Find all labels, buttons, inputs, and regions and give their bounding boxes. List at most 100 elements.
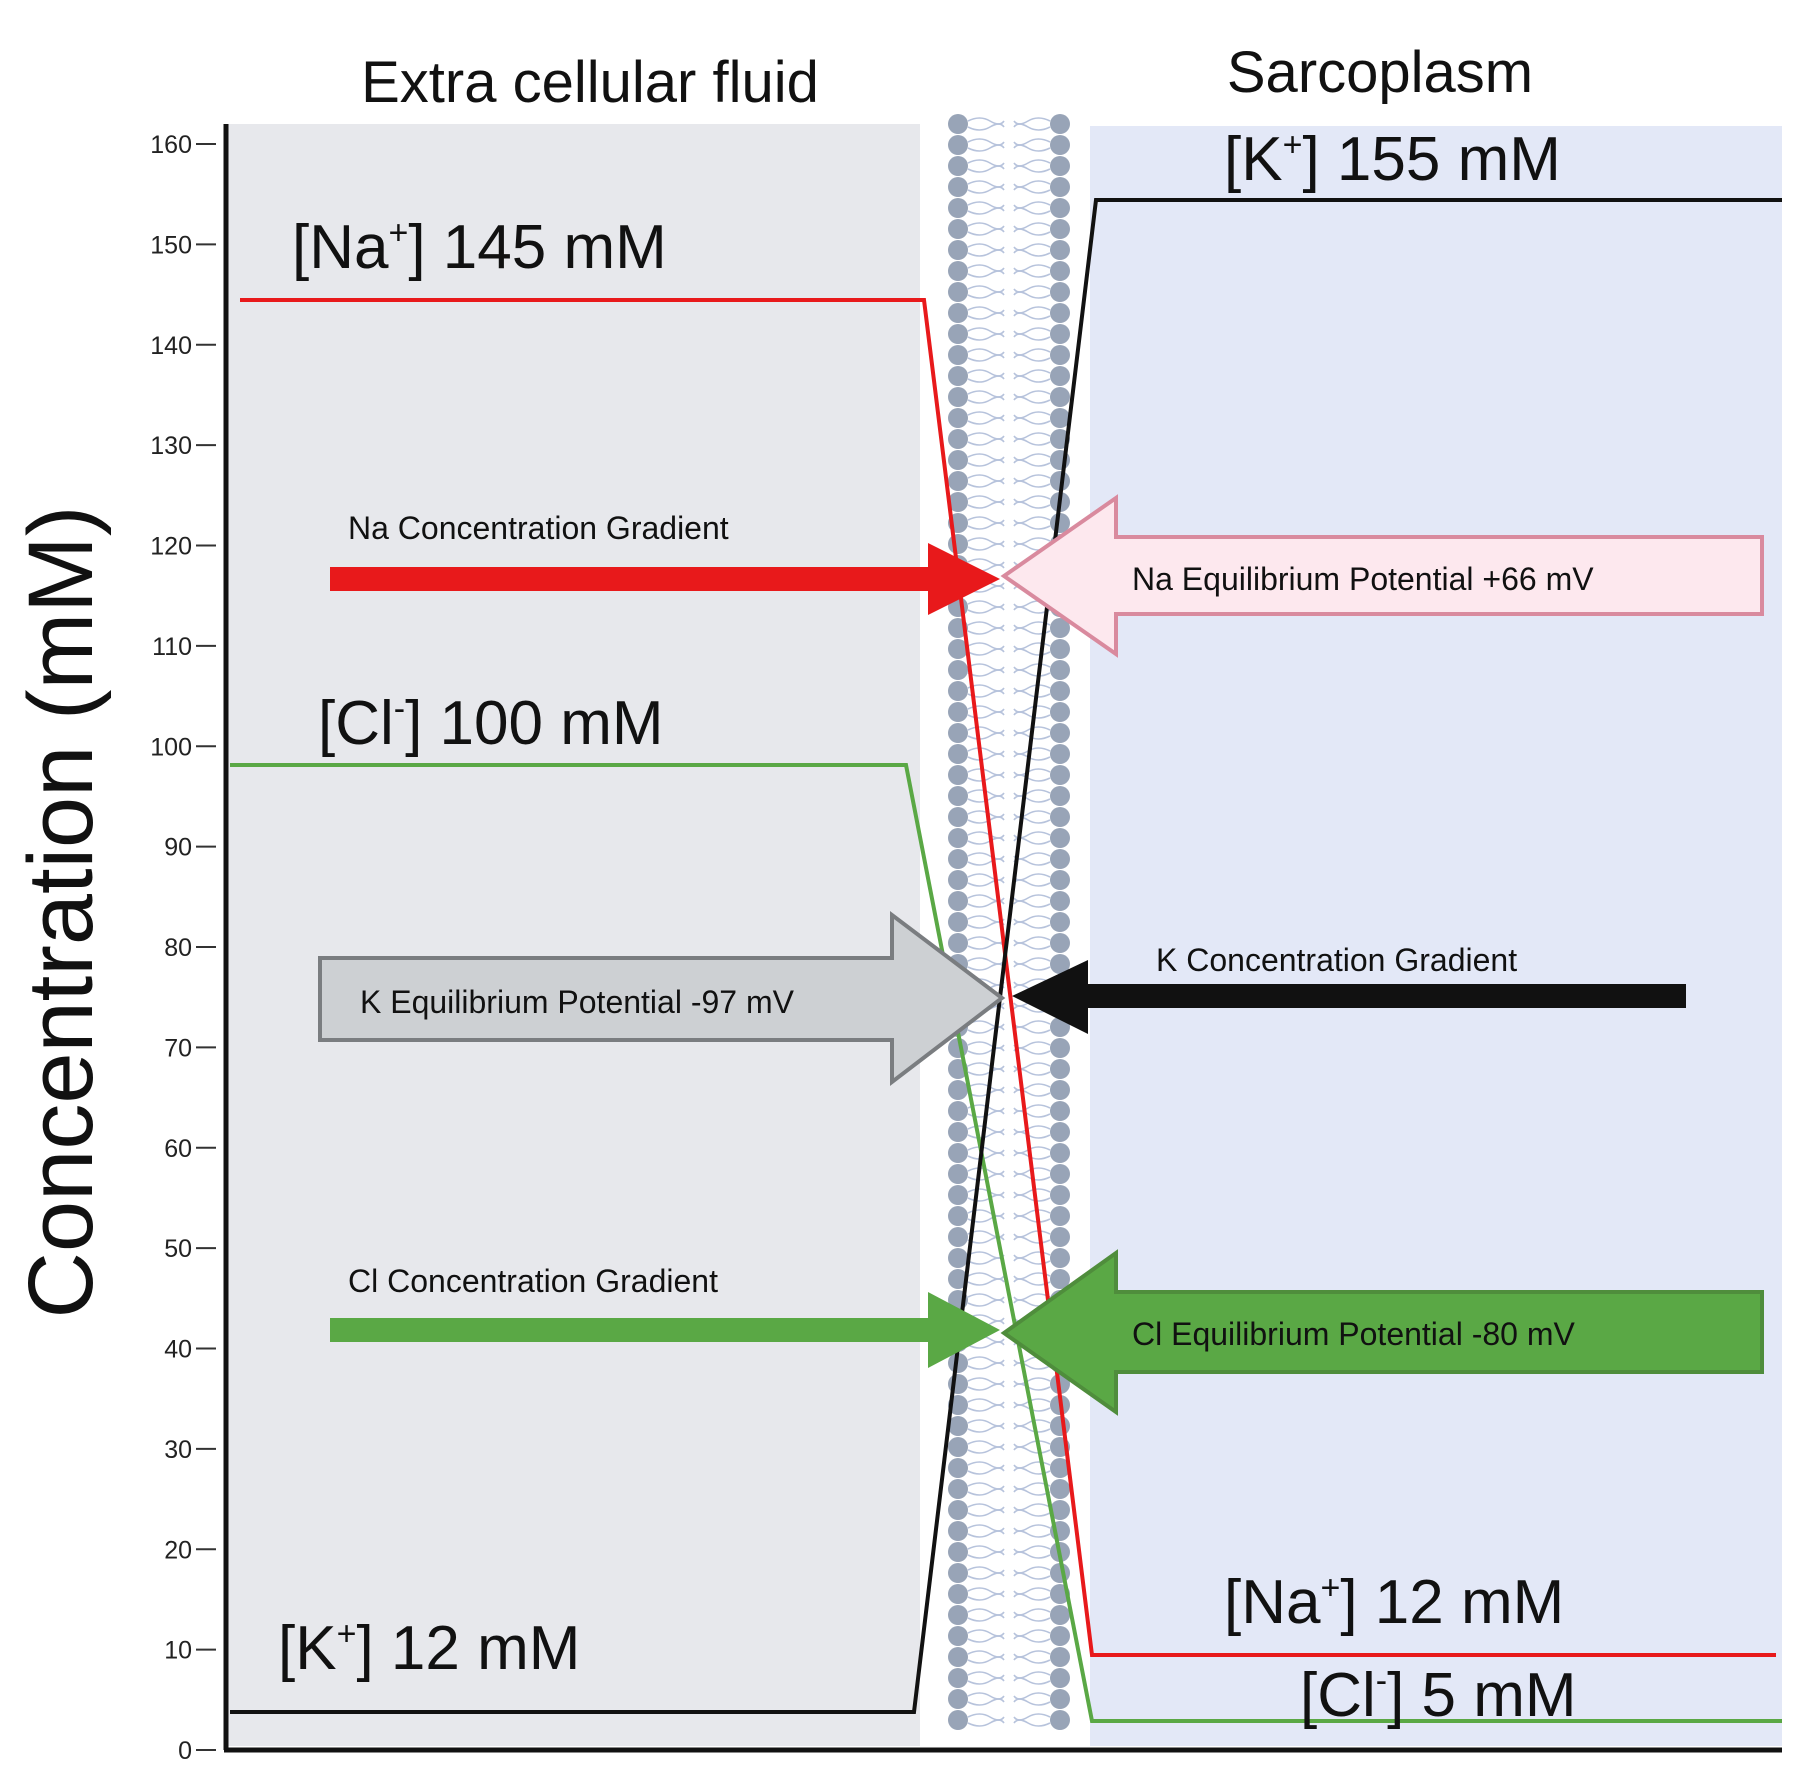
lipid-tail: [967, 1257, 1005, 1265]
na-concentration-line: [240, 298, 1776, 1657]
y-tick-label: 10: [164, 1637, 192, 1665]
lipid-tail: [1013, 1608, 1051, 1616]
lipid-tail: [967, 138, 1005, 146]
lipid-tail: [1013, 1188, 1051, 1196]
lipid-tail: [1013, 1362, 1051, 1370]
lipid-head: [1050, 1626, 1070, 1646]
lipid-tail: [1013, 354, 1051, 362]
lipid-tail: [967, 1650, 1005, 1658]
lipid-head: [1050, 660, 1070, 680]
lipid-head: [948, 303, 968, 323]
lipid-tail: [967, 165, 1005, 173]
lipid-head: [948, 324, 968, 344]
lipid-tail: [1013, 789, 1051, 797]
lipid-tail: [967, 1020, 1005, 1028]
lipid-head: [1050, 156, 1070, 176]
lipid-head: [948, 387, 968, 407]
lipid-head: [948, 156, 968, 176]
lipid-tail: [1013, 1614, 1051, 1622]
lipid-tail: [967, 753, 1005, 761]
lipid-tail: [967, 795, 1005, 803]
lipid-tail: [1013, 1089, 1051, 1097]
lipid-tail: [1013, 1713, 1051, 1721]
lipid-head: [948, 891, 968, 911]
lipid-tail: [1013, 396, 1051, 404]
lipid-tail: [1013, 1671, 1051, 1679]
lipid-tail: [1013, 1293, 1051, 1301]
lipid-tail: [1013, 1635, 1051, 1643]
lipid-tail: [1013, 1524, 1051, 1532]
lipid-tail: [967, 1572, 1005, 1580]
lipid-tail: [967, 522, 1005, 530]
lipid-tail: [967, 789, 1005, 797]
lipid-tail: [1013, 1551, 1051, 1559]
lipid-tail: [1013, 669, 1051, 677]
lipid-tail: [967, 1104, 1005, 1112]
lipid-tail: [1013, 831, 1051, 839]
lipid-tail: [1013, 1545, 1051, 1553]
lipid-tail: [967, 1398, 1005, 1406]
lipid-tail: [1013, 159, 1051, 167]
lipid-tail: [967, 291, 1005, 299]
lipid-tail: [1013, 522, 1051, 530]
lipid-tail: [967, 474, 1005, 482]
lipid-tail: [1013, 375, 1051, 383]
lipid-tail: [967, 648, 1005, 656]
lipid-head: [948, 765, 968, 785]
y-tick-label: 110: [152, 633, 192, 661]
lipid-tail: [967, 1608, 1005, 1616]
lipid-tail: [967, 1482, 1005, 1490]
lipid-head: [948, 1584, 968, 1604]
lipid-head: [948, 933, 968, 953]
lipid-head: [948, 429, 968, 449]
lipid-tail: [1013, 978, 1051, 986]
lipid-tail: [1013, 249, 1051, 257]
k-equilibrium-arrow: [318, 910, 1006, 1087]
y-tick-label: 130: [150, 432, 192, 460]
lipid-tail: [967, 1068, 1005, 1076]
lipid-tail: [1013, 1125, 1051, 1133]
lipid-head: [948, 1437, 968, 1457]
lipid-tail: [1013, 138, 1051, 146]
lipid-tail: [967, 1083, 1005, 1091]
lipid-tail: [1013, 1020, 1051, 1028]
lipid-tail: [1013, 165, 1051, 173]
lipid-tail: [1013, 474, 1051, 482]
lipid-tail: [1013, 1236, 1051, 1244]
lipid-tail: [1013, 1719, 1051, 1727]
lipid-head: [948, 1647, 968, 1667]
lipid-head: [948, 1521, 968, 1541]
lipid-tail: [967, 684, 1005, 692]
lipid-tail: [1013, 291, 1051, 299]
lipid-tail: [1013, 312, 1051, 320]
na-equilibrium-label: Na Equilibrium Potential +66 mV: [1132, 561, 1594, 597]
lipid-tail: [967, 123, 1005, 131]
lipid-tail: [967, 312, 1005, 320]
na-equilibrium-arrow: [1000, 494, 1764, 658]
lipid-tail: [1013, 915, 1051, 923]
lipid-head: [1050, 1416, 1070, 1436]
lipid-tail: [1013, 705, 1051, 713]
lipid-tail: [967, 1173, 1005, 1181]
k-concentration-line: [230, 198, 1782, 1714]
lipid-head: [948, 219, 968, 239]
lipid-tail: [967, 1356, 1005, 1364]
lipid-tail: [1013, 1209, 1051, 1217]
lipid-head: [1050, 702, 1070, 722]
lipid-tail: [1013, 1425, 1051, 1433]
lipid-tail: [1013, 1509, 1051, 1517]
lipid-tail: [1013, 459, 1051, 467]
y-tick-label: 80: [164, 934, 192, 962]
lipid-head: [1050, 849, 1070, 869]
lipid-tail: [967, 1614, 1005, 1622]
lipid-tail: [1013, 495, 1051, 503]
lipid-tail: [1013, 963, 1051, 971]
lipid-tail: [967, 1089, 1005, 1097]
lipid-tail: [967, 1251, 1005, 1259]
lipid-tail: [1013, 1167, 1051, 1175]
lipid-tail: [1013, 1482, 1051, 1490]
lipid-head: [1050, 177, 1070, 197]
lipid-head: [1050, 1689, 1070, 1709]
cl-equilibrium-label: Cl Equilibrium Potential -80 mV: [1132, 1316, 1576, 1352]
